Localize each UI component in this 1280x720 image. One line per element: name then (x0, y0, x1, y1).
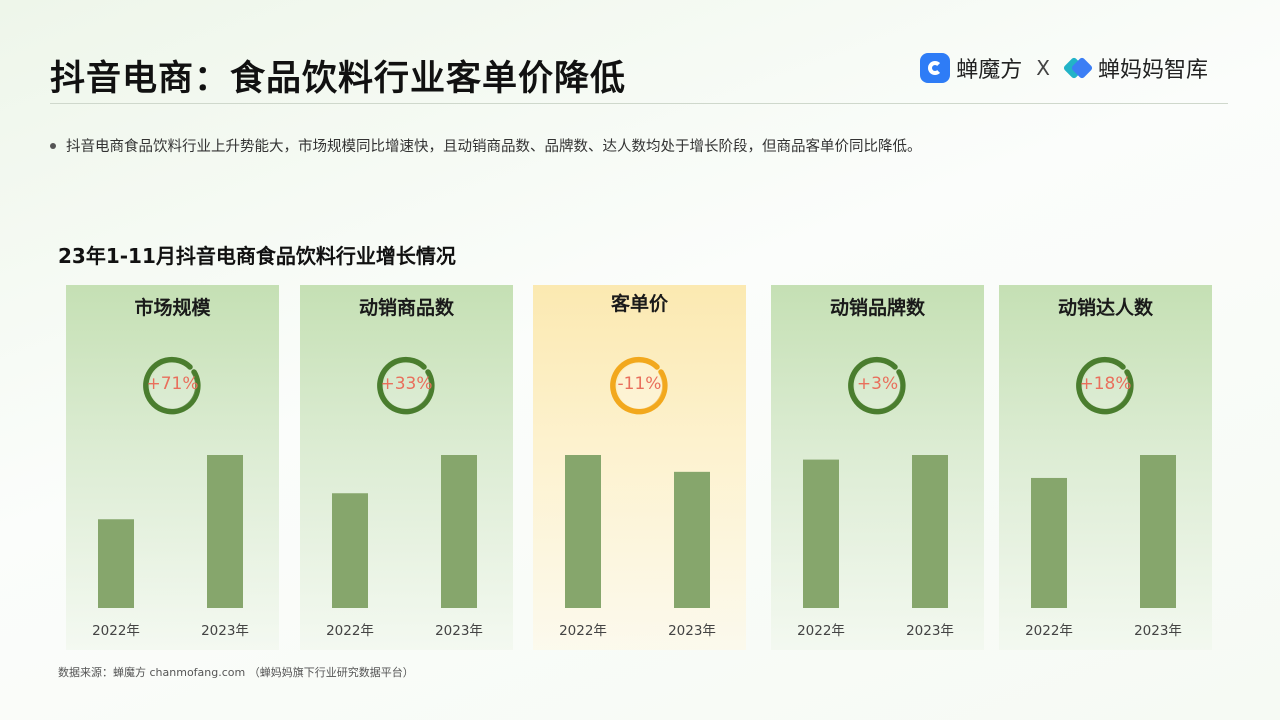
x-tick-label: 2022年 (1025, 623, 1073, 639)
summary-bullet: 抖音电商食品饮料行业上升势能大，市场规模同比增速快，且动销商品数、品牌数、达人数… (50, 135, 922, 156)
x-tick-label: 2023年 (201, 623, 249, 639)
x-tick-label: 2022年 (92, 623, 140, 639)
bar-curr-year (1140, 455, 1176, 608)
logo-separator: X (1036, 56, 1050, 80)
panel-title: 客单价 (610, 293, 668, 315)
bar-chart: 2022年 2023年 (559, 455, 716, 639)
change-ring-icon (847, 356, 906, 415)
x-tick-label: 2023年 (906, 623, 954, 639)
change-ring-icon (142, 356, 201, 415)
bar-prev-year (803, 459, 839, 608)
bar-curr-year (912, 455, 948, 608)
change-value: +33% (380, 374, 433, 394)
brand2-name: 蝉妈妈智库 (1097, 58, 1208, 83)
bar-curr-year (207, 455, 243, 608)
bar-curr-year (674, 471, 710, 608)
panel-title: 动销品牌数 (829, 297, 925, 319)
brand-logo-chanmama: 蝉妈妈智库 (1062, 52, 1208, 84)
bar-curr-year (441, 455, 477, 608)
data-source: 数据来源：蝉魔方 chanmofang.com （蝉妈妈旗下行业研究数据平台） (58, 666, 414, 679)
change-ring-icon (1075, 356, 1134, 415)
brand1-name: 蝉魔方 (956, 58, 1023, 83)
panel-title: 动销商品数 (358, 297, 454, 319)
bar-chart: 2022年 2023年 (326, 455, 483, 639)
change-value: +3% (856, 374, 899, 394)
bar-chart: 2022年 2023年 (1025, 455, 1182, 639)
bullet-dot-icon (50, 142, 56, 149)
bar-chart: 2022年 2023年 (797, 455, 954, 639)
panel-1: 市场规模 +71% 2022年 2023年 (66, 285, 279, 650)
x-tick-label: 2023年 (435, 623, 483, 639)
change-value: +18% (1079, 374, 1132, 394)
title-divider (50, 103, 1228, 104)
bar-prev-year (98, 519, 134, 608)
x-tick-label: 2022年 (559, 623, 607, 639)
change-ring-icon (376, 356, 435, 415)
logo-group: 蝉魔方 X 蝉妈妈智库 (920, 52, 1208, 84)
bar-prev-year (565, 455, 601, 608)
bar-prev-year (332, 493, 368, 608)
chanmama-logo-icon (1062, 54, 1094, 82)
change-ring-icon (609, 356, 668, 415)
panel-title: 市场规模 (134, 297, 211, 319)
panel-5: 动销达人数 +18% 2022年 2023年 (999, 285, 1212, 650)
panel-4: 动销品牌数 +3% 2022年 2023年 (771, 285, 984, 650)
section-title: 23年1-11月抖音电商食品饮料行业增长情况 (58, 244, 456, 268)
bar-prev-year (1031, 477, 1067, 608)
summary-text: 抖音电商食品饮料行业上升势能大，市场规模同比增速快，且动销商品数、品牌数、达人数… (66, 139, 922, 155)
panel-3: 客单价 -11% 2022年 2023年 (533, 285, 746, 650)
bar-chart: 2022年 2023年 (92, 455, 249, 639)
page-title: 抖音电商：食品饮料行业客单价降低 (50, 59, 627, 99)
chanmofang-logo-icon (920, 53, 951, 83)
x-tick-label: 2023年 (1134, 623, 1182, 639)
change-value: -11% (617, 374, 662, 394)
x-tick-label: 2023年 (668, 623, 716, 639)
panel-title: 动销达人数 (1057, 297, 1153, 319)
panel-2: 动销商品数 +33% 2022年 2023年 (300, 285, 513, 650)
x-tick-label: 2022年 (797, 623, 845, 639)
change-value: +71% (146, 374, 199, 394)
brand-logo-chanmofang: 蝉魔方 (920, 52, 1022, 84)
x-tick-label: 2022年 (326, 623, 374, 639)
